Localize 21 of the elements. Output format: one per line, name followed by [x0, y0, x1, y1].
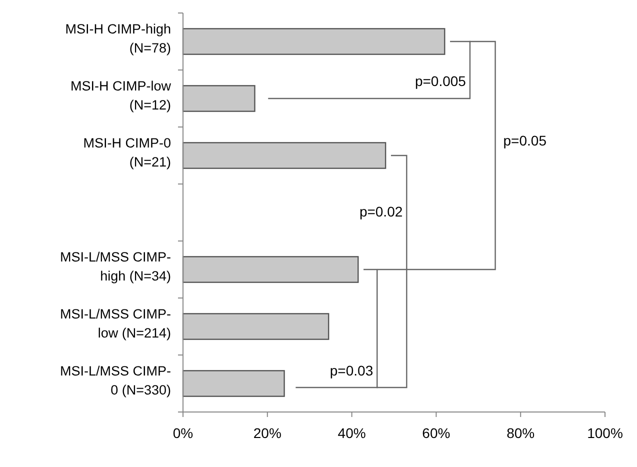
x-tick-label: 60% [422, 425, 450, 441]
annotation: p=0.05 [503, 132, 547, 148]
bar [182, 85, 256, 112]
x-tick-label: 0% [172, 425, 194, 441]
x-tick-label: 20% [253, 425, 282, 441]
annotation: p=0.005 [414, 73, 466, 89]
x-tick-label: 40% [338, 425, 366, 441]
y-tick-label: MSI-H CIMP-0 (N=21) [83, 136, 171, 170]
y-tick-label: MSI-L/MSS CIMP- 0 (N=330) [60, 364, 171, 398]
bar [182, 142, 386, 169]
y-tick-label: MSI-H CIMP-high (N=78) [65, 22, 171, 56]
y-tick-label: MSI-L/MSS CIMP- low (N=214) [60, 306, 171, 340]
x-tick-label: 80% [506, 425, 535, 441]
y-tick-label: MSI-L/MSS CIMP- high (N=34) [60, 250, 171, 284]
bar [182, 256, 359, 283]
bar [182, 370, 285, 397]
y-tick-label: MSI-H CIMP-low (N=12) [70, 78, 172, 112]
annotation: p=0.03 [330, 362, 374, 378]
x-tick-label: 100% [587, 425, 623, 441]
bar [182, 313, 330, 340]
annotation: p=0.02 [359, 204, 403, 220]
